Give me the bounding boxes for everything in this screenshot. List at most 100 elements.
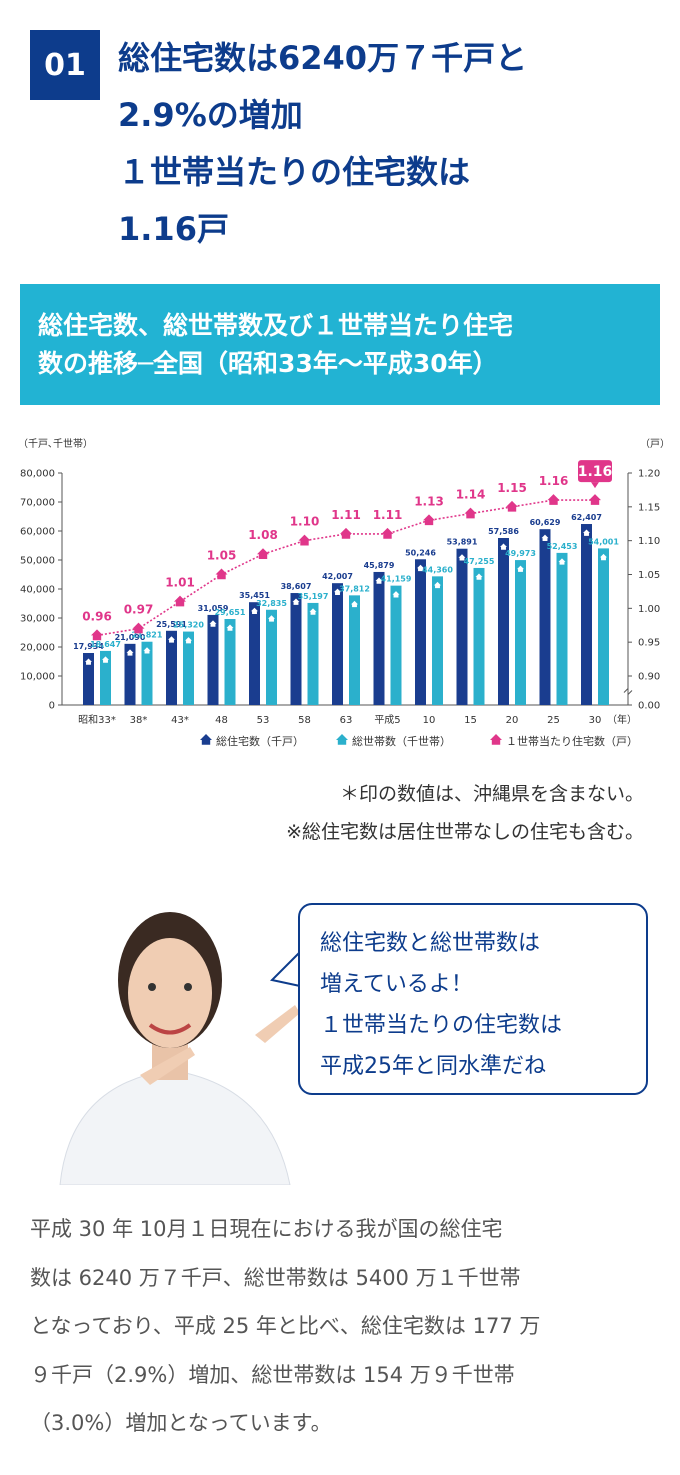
chart: （千戸､千世帯） （戸） 0 10,000 20,000 30,000 40,000 50,0… — [18, 437, 670, 748]
bar-icon — [185, 637, 192, 644]
line-value-label: 1.14 — [456, 488, 486, 502]
bar-icon — [292, 598, 300, 605]
bar-value-label: 17,934 — [73, 642, 104, 651]
bar-value-label: 47,255 — [464, 557, 495, 566]
bubble-line: 増えているよ！ — [320, 972, 473, 997]
x-tick-label: 43* — [171, 715, 189, 726]
bar-icon — [434, 581, 441, 589]
legend-label: 総住宅数（千戸） — [216, 734, 304, 748]
bar-value-label: 50,246 — [405, 548, 436, 557]
y2-tick-label: 1.10 — [638, 536, 660, 547]
bar — [415, 559, 426, 705]
notes: ＊印の数値は、沖縄県を含まない。 ※総住宅数は居住世帯なしの住宅も含む。 — [286, 775, 644, 851]
highlight-tail — [591, 482, 599, 489]
bar-value-label: 38,607 — [281, 582, 312, 591]
line-marker — [506, 500, 518, 512]
legend-label: 総世帯数（千世帯） — [352, 734, 451, 748]
bar — [290, 593, 302, 705]
bubble-line: １世帯当たりの住宅数は — [320, 1013, 563, 1038]
bar — [456, 548, 468, 705]
y-tick-label: 60,000 — [20, 527, 55, 538]
bar — [581, 524, 592, 705]
bar — [207, 614, 219, 705]
line-value-label: 0.96 — [82, 609, 112, 623]
axis-break — [623, 688, 633, 695]
bar-value-label: 62,407 — [571, 513, 602, 522]
bar-icon — [600, 553, 607, 561]
bar — [498, 538, 509, 705]
legend-icon — [336, 734, 348, 745]
y-tick-label: 50,000 — [20, 556, 55, 567]
bar-icon — [392, 591, 400, 598]
y2-tick-label: 1.20 — [638, 469, 660, 480]
bar-value-label: 35,451 — [239, 591, 270, 600]
bar — [332, 583, 343, 705]
bar-icon — [209, 620, 217, 627]
y-tick-label: 70,000 — [20, 498, 55, 509]
bar — [124, 643, 136, 705]
bar-value-label: 60,629 — [530, 518, 561, 527]
note: ※総住宅数は居住世帯なしの住宅も含む。 — [286, 821, 644, 843]
bar-value-label: 41,159 — [381, 575, 412, 584]
heading-line: 2.9%の増加 — [118, 96, 303, 134]
bar — [100, 650, 111, 705]
bar — [83, 652, 94, 705]
y-tick-label: 80,000 — [20, 469, 55, 480]
y2-tick-label: 0.90 — [638, 672, 660, 683]
line-value-label: 1.16 — [578, 464, 613, 480]
line-marker — [547, 494, 560, 505]
line-marker — [589, 494, 601, 505]
bar-icon — [583, 529, 590, 536]
bar — [473, 567, 485, 705]
bar-value-label: 54,001 — [588, 537, 619, 546]
bar-icon — [226, 624, 234, 631]
y2-tick-label: 1.15 — [638, 502, 660, 513]
y-tick-label: 20,000 — [20, 643, 55, 654]
chart-title-line: 数の推移─全国（昭和33年～平成30年） — [38, 348, 498, 378]
x-tick-label: 昭和33* — [78, 714, 116, 726]
bar-icon — [251, 607, 258, 614]
line-marker — [381, 527, 394, 539]
body-line: となっており、平成 25 年と比べ、総住宅数は 177 万 — [30, 1314, 541, 1338]
bar — [373, 571, 385, 705]
legend-icon — [200, 734, 212, 745]
bar-icon — [517, 565, 524, 572]
y2-tick-label: 1.05 — [638, 570, 660, 581]
heading-line: １世帯当たりの住宅数は — [118, 153, 471, 191]
x-tick-label: 53 — [257, 715, 270, 726]
bar-icon — [417, 564, 424, 572]
bar — [598, 548, 609, 705]
bar-value-label: 18,647 — [90, 640, 121, 649]
highlight-box — [578, 460, 612, 483]
note: ＊印の数値は、沖縄県を含まない。 — [339, 783, 644, 805]
x-tick-label: 平成5 — [374, 714, 400, 726]
line-value-label: 1.15 — [497, 481, 527, 495]
bar-icon — [500, 543, 507, 550]
line-value-label: 1.01 — [165, 576, 195, 590]
heading: 総住宅数は6240万７千戸と 2.9%の増加 １世帯当たりの住宅数は 1.16戸 — [118, 30, 527, 258]
bar — [307, 602, 319, 705]
heading-line: 総住宅数は6240万７千戸と — [118, 39, 528, 77]
bubble-line: 平成25年と同水準だね — [320, 1054, 546, 1079]
line-value-label: 1.16 — [539, 474, 569, 488]
bar-icon — [458, 554, 466, 561]
line-value-label: 1.13 — [414, 494, 444, 508]
y2-tick-label: 0.00 — [638, 701, 660, 712]
bar-icon — [375, 577, 383, 584]
bar — [556, 552, 568, 705]
chart-title-line: 総住宅数、総世帯数及び１世帯当たり住宅 — [38, 310, 514, 340]
line-marker — [464, 507, 477, 519]
bar-value-label: 35,197 — [298, 592, 329, 601]
x-tick-label: 38* — [130, 715, 148, 726]
bar-icon — [309, 608, 317, 615]
line-marker — [257, 548, 269, 559]
x-tick-label: 48 — [215, 715, 228, 726]
line-marker — [174, 595, 186, 607]
bar-value-label: 31,059 — [198, 604, 229, 613]
x-tick-label: 63 — [340, 715, 353, 726]
bubble-line: 総住宅数と総世帯数は — [320, 931, 541, 956]
y-tick-label: 30,000 — [20, 614, 55, 625]
line-marker — [132, 622, 145, 634]
body-line: ９千戸（2.9%）増加、総世帯数は 154 万９千世帯 — [30, 1362, 515, 1387]
